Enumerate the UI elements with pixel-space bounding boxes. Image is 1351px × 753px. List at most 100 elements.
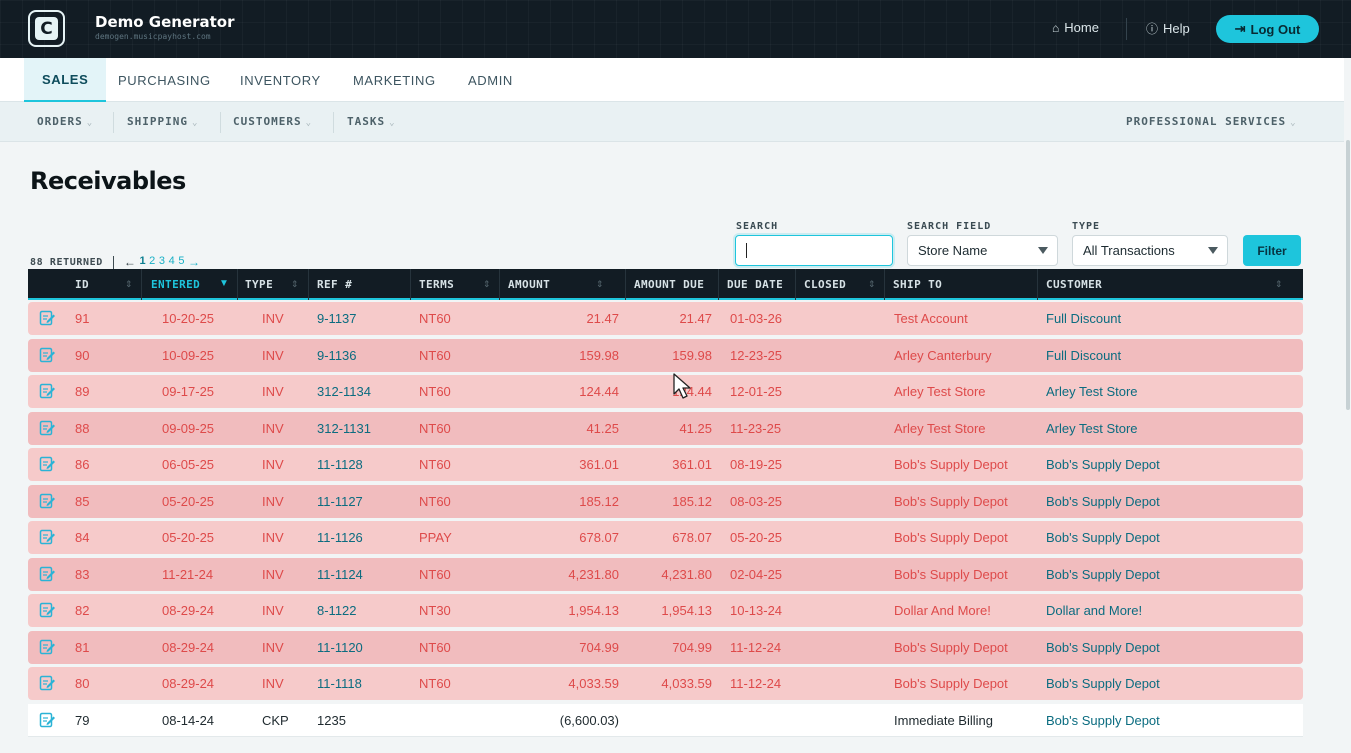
cell-customer[interactable]: Dollar and More! — [1046, 603, 1143, 618]
cell-ref[interactable]: 1235 — [317, 712, 346, 728]
page-link-3[interactable]: 3 — [158, 255, 166, 267]
cell-amount-due: 1,954.13 — [661, 603, 712, 618]
cell-customer[interactable]: Arley Test Store — [1046, 420, 1138, 436]
col-customer[interactable]: CUSTOMER — [1046, 278, 1103, 291]
cell-terms: NT60 — [419, 311, 451, 326]
cell-customer[interactable]: Bob's Supply Depot — [1046, 530, 1160, 545]
app-logo[interactable]: C — [28, 10, 65, 47]
col-ship-to[interactable]: SHIP TO — [893, 278, 943, 291]
cell-customer[interactable]: Bob's Supply Depot — [1046, 493, 1160, 509]
cell-customer[interactable]: Full Discount — [1046, 347, 1122, 363]
text-caret — [746, 243, 747, 258]
type-select[interactable]: All Transactions — [1072, 235, 1228, 266]
table-row[interactable]: 91 10-20-25 INV 9-1137 NT60 21.47 21.47 01-03-2… — [28, 302, 1303, 335]
col-amount-due[interactable]: AMOUNT DUE — [634, 278, 705, 291]
tab-admin[interactable]: ADMIN — [468, 72, 513, 88]
edit-icon[interactable] — [39, 309, 56, 326]
page-link-4[interactable]: 4 — [168, 255, 176, 267]
cell-customer[interactable]: Arley Test Store — [1046, 384, 1138, 399]
edit-icon[interactable] — [39, 565, 56, 582]
col-entered[interactable]: ENTERED — [151, 278, 201, 291]
sort-desc-icon[interactable]: ▼ — [219, 278, 229, 289]
filter-button[interactable]: Filter — [1243, 235, 1301, 266]
tab-purchasing[interactable]: PURCHASING — [118, 72, 211, 88]
cell-customer[interactable]: Bob's Supply Depot — [1046, 457, 1160, 472]
col-amount[interactable]: AMOUNT — [508, 278, 551, 291]
col-divider — [499, 269, 500, 300]
cell-ref[interactable]: 11-1128 — [317, 457, 363, 472]
cell-customer[interactable]: Bob's Supply Depot — [1046, 676, 1160, 691]
table-row[interactable]: 86 06-05-25 INV 11-1128 NT60 361.01 361.01 08-1… — [28, 448, 1303, 481]
col-id[interactable]: ID — [75, 278, 90, 291]
cell-customer[interactable]: Bob's Supply Depot — [1046, 712, 1160, 728]
col-type[interactable]: TYPE — [245, 278, 274, 291]
subnav-orders[interactable]: ORDERS ⌄ — [37, 115, 93, 128]
sort-icon[interactable]: ⇕ — [125, 279, 133, 289]
table-row[interactable]: 82 08-29-24 INV 8-1122 NT30 1,954.13 1,954.13 1… — [28, 594, 1303, 627]
sort-icon[interactable]: ⇕ — [596, 279, 604, 289]
cell-ref[interactable]: 11-1124 — [317, 566, 363, 582]
subnav-professional-services[interactable]: PROFESSIONAL SERVICES ⌄ — [1126, 115, 1297, 128]
cell-ref[interactable]: 8-1122 — [317, 603, 357, 618]
home-link[interactable]: ⌂ Home — [1052, 20, 1099, 35]
edit-icon[interactable] — [39, 674, 56, 691]
edit-icon[interactable] — [39, 455, 56, 472]
tab-marketing[interactable]: MARKETING — [353, 72, 436, 88]
edit-icon[interactable] — [39, 638, 56, 655]
top-divider — [1126, 18, 1127, 40]
cell-amount: 41.25 — [586, 420, 619, 436]
col-due-date[interactable]: DUE DATE — [727, 278, 784, 291]
logout-button[interactable]: ⇥ Log Out — [1216, 15, 1319, 43]
edit-icon[interactable] — [39, 492, 56, 509]
edit-icon[interactable] — [39, 346, 56, 363]
prev-page-icon[interactable]: ← — [123, 255, 137, 269]
table-row[interactable]: 90 10-09-25 INV 9-1136 NT60 159.98 159.98 12-23… — [28, 338, 1303, 372]
search-input[interactable] — [735, 235, 893, 266]
cell-ref[interactable]: 312-1134 — [317, 384, 371, 399]
table-row[interactable]: 85 05-20-25 INV 11-1127 NT60 185.12 185.12 08-0… — [28, 484, 1303, 518]
edit-icon[interactable] — [39, 711, 56, 728]
tab-sales[interactable]: SALES — [24, 58, 107, 102]
help-link[interactable]: ⓘ Help — [1146, 20, 1190, 37]
page-link-5[interactable]: 5 — [178, 255, 186, 267]
cell-customer[interactable]: Bob's Supply Depot — [1046, 639, 1160, 655]
subnav-shipping[interactable]: SHIPPING ⌄ — [127, 115, 198, 128]
table-row[interactable]: 84 05-20-25 INV 11-1126 PPAY 678.07 678.07 05-2… — [28, 521, 1303, 554]
col-ref[interactable]: REF # — [317, 278, 353, 291]
col-closed[interactable]: CLOSED — [804, 278, 847, 291]
cell-ref[interactable]: 9-1136 — [317, 347, 357, 363]
table-row[interactable]: 81 08-29-24 INV 11-1120 NT60 704.99 704.99 11-1… — [28, 630, 1303, 664]
cell-ref[interactable]: 11-1127 — [317, 493, 363, 509]
next-page-icon[interactable]: → — [188, 255, 201, 269]
cell-ref[interactable]: 11-1126 — [317, 530, 363, 545]
sort-icon[interactable]: ⇕ — [1275, 279, 1283, 289]
cell-ref[interactable]: 312-1131 — [317, 420, 371, 436]
col-divider — [884, 269, 885, 300]
cell-customer[interactable]: Bob's Supply Depot — [1046, 566, 1160, 582]
table-row[interactable]: 88 09-09-25 INV 312-1131 NT60 41.25 41.25 11-23… — [28, 411, 1303, 445]
scrollbar-thumb[interactable] — [1346, 140, 1350, 410]
edit-icon[interactable] — [39, 419, 56, 436]
search-field-select[interactable]: Store Name — [907, 235, 1058, 266]
subnav-tasks[interactable]: TASKS ⌄ — [347, 115, 396, 128]
sort-icon[interactable]: ⇕ — [868, 279, 876, 289]
cell-ref[interactable]: 11-1118 — [317, 676, 362, 691]
edit-icon[interactable] — [39, 601, 56, 618]
sort-icon[interactable]: ⇕ — [291, 279, 299, 289]
col-terms[interactable]: TERMS — [419, 278, 455, 291]
page-link-1[interactable]: 1 — [139, 255, 147, 267]
cell-type: INV — [262, 493, 284, 509]
subnav-customers[interactable]: CUSTOMERS ⌄ — [233, 115, 312, 128]
sort-icon[interactable]: ⇕ — [483, 279, 491, 289]
cell-ref[interactable]: 9-1137 — [317, 311, 357, 326]
table-row[interactable]: 79 08-14-24 CKP 1235 (6,600.03) Immediate Bil… — [28, 703, 1303, 737]
table-row[interactable]: 80 08-29-24 INV 11-1118 NT60 4,033.59 4,033.59… — [28, 667, 1303, 700]
page-link-2[interactable]: 2 — [149, 255, 156, 267]
cell-customer[interactable]: Full Discount — [1046, 311, 1122, 326]
table-row[interactable]: 83 11-21-24 INV 11-1124 NT60 4,231.80 4,231.80… — [28, 557, 1303, 591]
edit-icon[interactable] — [39, 382, 56, 399]
edit-icon[interactable] — [39, 528, 56, 545]
table-row[interactable]: 89 09-17-25 INV 312-1134 NT60 124.44 124.44 12-… — [28, 375, 1303, 408]
cell-ref[interactable]: 11-1120 — [317, 639, 363, 655]
tab-inventory[interactable]: INVENTORY — [240, 72, 321, 88]
